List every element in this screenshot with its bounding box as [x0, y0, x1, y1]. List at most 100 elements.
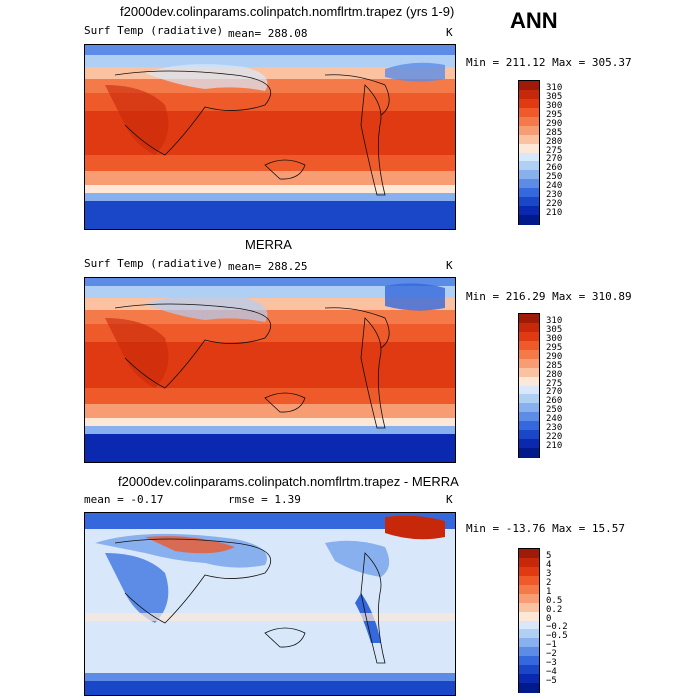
colorbar-tick-label: −5: [546, 676, 557, 687]
colorbar-tick-label: 0: [546, 613, 552, 624]
colorbar-bin: [519, 638, 539, 648]
colorbar-bin: [519, 98, 539, 109]
colorbar-tick-label: 5: [546, 550, 552, 561]
colorbar-tick-label: 310: [546, 315, 563, 326]
colorbar-bin: [519, 179, 539, 189]
colorbar-bin: [519, 656, 539, 666]
colorbar-tick-label: 210: [546, 208, 563, 219]
colorbar-bin: [519, 620, 539, 630]
panel-3-map: [84, 512, 456, 696]
colorbar-tick-label: −3: [546, 658, 557, 669]
panel-2-minmax-label: Min = 216.29 Max = 310.89: [466, 290, 632, 303]
colorbar-tick-label: −4: [546, 667, 557, 678]
colorbar-tick-label: 220: [546, 199, 563, 210]
colorbar-tick-label: −0.5: [546, 631, 568, 642]
panel-3-minmax-label: Min = -13.76 Max = 15.57: [466, 522, 625, 535]
colorbar-tick-label: 260: [546, 163, 563, 174]
colorbar-bin: [519, 566, 539, 577]
colorbar-tick-label: 210: [546, 441, 563, 452]
colorbar-bin: [519, 448, 539, 458]
colorbar-bin: [519, 188, 539, 198]
colorbar-tick-label: 230: [546, 423, 563, 434]
colorbar-bin: [519, 403, 539, 413]
colorbar-bin: [519, 314, 539, 324]
colorbar-bin: [519, 331, 539, 342]
colorbar-tick-label: 240: [546, 181, 563, 192]
colorbar-tick-label: 310: [546, 82, 563, 93]
panel-1-title: f2000dev.colinparams.colinpatch.nomflrtm…: [120, 4, 455, 19]
panel-1-map-field: [85, 45, 455, 229]
colorbar-bin: [519, 340, 539, 351]
colorbar-bin: [519, 215, 539, 225]
colorbar-tick-label: 290: [546, 351, 563, 362]
colorbar-bin: [519, 629, 539, 639]
panel-1-minmax-label: Min = 211.12 Max = 305.37: [466, 56, 632, 69]
panel-3-units-label: K: [446, 493, 453, 506]
colorbar-bin: [519, 161, 539, 171]
colorbar-bin: [519, 421, 539, 431]
season-label: ANN: [510, 8, 558, 33]
colorbar-bin: [519, 674, 539, 684]
panel-1-colorbar: [518, 80, 540, 225]
colorbar-bin: [519, 430, 539, 440]
panel-1-map: [84, 44, 456, 230]
panel-3-rmse-label: rmse = 1.39: [228, 493, 301, 506]
colorbar-tick-label: 305: [546, 324, 563, 335]
colorbar-tick-label: 280: [546, 136, 563, 147]
colorbar-tick-label: 4: [546, 559, 552, 570]
colorbar-bin: [519, 611, 539, 621]
colorbar-bin: [519, 557, 539, 568]
colorbar-tick-label: 300: [546, 100, 563, 111]
panel-2-colorbar: [518, 313, 540, 458]
panel-2-map-field: [85, 278, 455, 462]
colorbar-bin: [519, 412, 539, 422]
colorbar-tick-label: 275: [546, 145, 563, 156]
colorbar-tick-label: 270: [546, 154, 563, 165]
colorbar-tick-label: 220: [546, 432, 563, 443]
colorbar-bin: [519, 116, 539, 127]
colorbar-tick-label: 290: [546, 118, 563, 129]
panel-2-units-label: K: [446, 259, 453, 272]
colorbar-bin: [519, 376, 539, 386]
colorbar-bin: [519, 107, 539, 118]
panel-3-colorbar: [518, 548, 540, 693]
colorbar-bin: [519, 439, 539, 449]
panel-2-map: [84, 277, 456, 463]
colorbar-tick-label: 3: [546, 568, 552, 579]
colorbar-tick-label: 230: [546, 190, 563, 201]
colorbar-bin: [519, 575, 539, 586]
colorbar-tick-label: 0.2: [546, 604, 563, 615]
colorbar-tick-label: −0.2: [546, 622, 568, 633]
colorbar-tick-label: 260: [546, 396, 563, 407]
panel-1-variable-label: Surf Temp (radiative): [84, 24, 224, 37]
colorbar-bin: [519, 143, 539, 153]
panel-3-mean-label: mean = -0.17: [84, 493, 164, 506]
colorbar-bin: [519, 584, 539, 595]
colorbar-tick-label: 270: [546, 387, 563, 398]
colorbar-bin: [519, 349, 539, 360]
panel-2-title: MERRA: [245, 237, 292, 252]
colorbar-tick-label: 2: [546, 577, 552, 588]
colorbar-tick-label: 285: [546, 127, 563, 138]
panel-2-mean-label: mean= 288.25: [228, 260, 308, 273]
colorbar-bin: [519, 152, 539, 162]
colorbar-bin: [519, 170, 539, 180]
colorbar-tick-label: 0.5: [546, 595, 563, 606]
panel-2-variable-label: Surf Temp (radiative): [84, 257, 224, 270]
colorbar-bin: [519, 206, 539, 216]
colorbar-bin: [519, 385, 539, 395]
panel-3-title: f2000dev.colinparams.colinpatch.nomflrtm…: [118, 474, 459, 489]
colorbar-tick-label: −2: [546, 649, 557, 660]
colorbar-bin: [519, 593, 539, 604]
colorbar-tick-label: 1: [546, 586, 552, 597]
colorbar-bin: [519, 197, 539, 207]
colorbar-bin: [519, 358, 539, 369]
colorbar-bin: [519, 125, 539, 136]
colorbar-tick-label: 275: [546, 378, 563, 389]
colorbar-tick-label: 300: [546, 333, 563, 344]
colorbar-tick-label: 240: [546, 414, 563, 425]
colorbar-bin: [519, 89, 539, 100]
colorbar-bin: [519, 549, 539, 559]
colorbar-tick-label: 250: [546, 405, 563, 416]
colorbar-bin: [519, 602, 539, 613]
